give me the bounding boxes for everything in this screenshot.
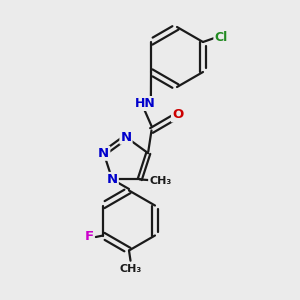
Text: HN: HN (135, 97, 156, 110)
Text: N: N (120, 130, 132, 144)
Text: CH₃: CH₃ (119, 263, 142, 274)
Text: F: F (84, 230, 94, 244)
Text: Cl: Cl (214, 31, 228, 44)
Text: CH₃: CH₃ (149, 176, 171, 186)
Text: N: N (98, 147, 109, 160)
Text: O: O (172, 108, 183, 122)
Text: N: N (107, 173, 118, 186)
